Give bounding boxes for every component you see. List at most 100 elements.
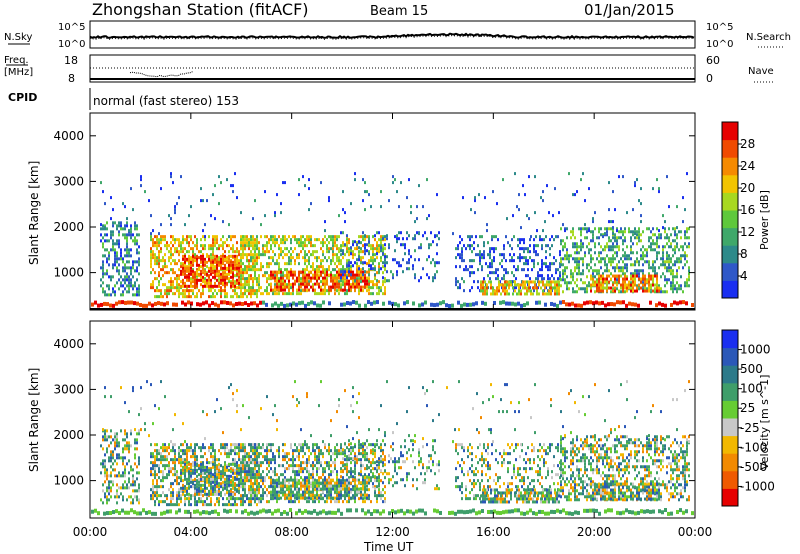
heatmap-cell xyxy=(550,301,553,306)
heatmap-cell xyxy=(494,292,496,296)
heatmap-cell xyxy=(484,280,486,284)
heatmap-cell xyxy=(386,237,388,241)
heatmap-cell xyxy=(298,292,300,296)
heatmap-cell xyxy=(459,286,461,290)
heatmap-cell xyxy=(481,235,483,239)
heatmap-cell xyxy=(222,446,224,450)
heatmap-cell xyxy=(276,241,278,245)
heatmap-cell xyxy=(490,280,492,284)
heatmap-cell xyxy=(246,283,248,287)
heatmap-cell xyxy=(250,235,252,239)
heatmap-cell xyxy=(672,269,674,273)
heatmap-cell xyxy=(686,227,688,231)
heatmap-cell xyxy=(517,238,519,242)
heatmap-cell xyxy=(278,256,280,260)
heatmap-cell xyxy=(136,290,138,294)
heatmap-cell xyxy=(666,175,668,179)
heatmap-cell xyxy=(274,509,277,514)
heatmap-cell xyxy=(634,274,636,278)
heatmap-cell xyxy=(650,230,652,234)
heatmap-cell xyxy=(102,447,104,451)
heatmap-cell xyxy=(182,263,184,267)
heatmap-cell xyxy=(236,446,238,450)
heatmap-cell xyxy=(286,276,288,280)
heatmap-cell xyxy=(334,244,336,248)
heatmap-cell xyxy=(368,264,370,268)
heatmap-cell xyxy=(471,265,473,269)
heatmap-cell xyxy=(198,500,200,504)
heatmap-cell xyxy=(250,295,252,299)
heatmap-cell xyxy=(336,270,338,274)
heatmap-cell xyxy=(674,263,676,267)
heatmap-cell xyxy=(340,249,342,253)
heatmap-cell xyxy=(564,229,566,233)
heatmap-cell xyxy=(120,254,122,258)
heatmap-cell xyxy=(118,495,120,499)
heatmap-cell xyxy=(400,231,402,235)
heatmap-cell xyxy=(622,254,624,258)
heatmap-cell xyxy=(158,253,160,257)
heatmap-cell xyxy=(218,259,220,263)
heatmap-cell xyxy=(300,289,302,293)
heatmap-cell xyxy=(330,247,332,251)
heatmap-cell xyxy=(354,178,356,182)
heatmap-cell xyxy=(596,280,598,284)
heatmap-cell xyxy=(140,184,142,188)
heatmap-cell xyxy=(289,508,292,513)
heatmap-cell xyxy=(272,235,274,239)
heatmap-cell xyxy=(202,247,204,251)
heatmap-cell xyxy=(280,250,282,254)
heatmap-cell xyxy=(630,230,632,234)
heatmap-cell xyxy=(652,263,654,267)
station-title: Zhongshan Station (fitACF) xyxy=(92,0,309,19)
heatmap-cell xyxy=(264,250,266,254)
heatmap-cell xyxy=(122,456,124,460)
heatmap-cell xyxy=(280,247,282,251)
heatmap-cell xyxy=(459,265,461,269)
heatmap-cell xyxy=(283,303,286,308)
heatmap-cell xyxy=(646,280,648,284)
heatmap-cell xyxy=(630,272,632,276)
heatmap-cell xyxy=(270,282,272,286)
heatmap-cell xyxy=(664,290,666,294)
heatmap-cell xyxy=(244,508,247,513)
heatmap-cell xyxy=(110,480,112,484)
heatmap-cell xyxy=(346,274,348,278)
heatmap-cell xyxy=(180,489,182,493)
heatmap-cell xyxy=(214,477,216,481)
heatmap-cell xyxy=(172,292,174,296)
heatmap-cell xyxy=(180,265,182,269)
heatmap-cell xyxy=(152,286,154,290)
heatmap-cell xyxy=(487,241,489,245)
heatmap-cell xyxy=(154,449,156,453)
heatmap-cell xyxy=(248,262,250,266)
heatmap-cell xyxy=(455,283,457,287)
heatmap-cell xyxy=(674,284,676,288)
heatmap-cell xyxy=(312,273,314,277)
heatmap-cell xyxy=(216,485,218,489)
heatmap-cell xyxy=(198,483,200,487)
heatmap-cell xyxy=(616,229,618,233)
heatmap-cell xyxy=(544,220,546,224)
heatmap-cell xyxy=(376,271,378,275)
heatmap-cell xyxy=(614,208,616,212)
heatmap-cell xyxy=(116,453,118,457)
heatmap-cell xyxy=(668,205,670,209)
heatmap-cell xyxy=(126,486,128,490)
heatmap-cell xyxy=(595,508,598,513)
heatmap-cell xyxy=(362,238,364,242)
heatmap-cell xyxy=(106,293,108,297)
heatmap-cell xyxy=(614,280,616,284)
heatmap-cell xyxy=(644,289,646,293)
heatmap-cell xyxy=(164,458,166,462)
heatmap-cell xyxy=(112,303,115,308)
heatmap-cell xyxy=(586,263,588,267)
heatmap-cell xyxy=(642,251,644,255)
heatmap-cell xyxy=(676,272,678,276)
heatmap-cell xyxy=(162,476,164,480)
heatmap-cell xyxy=(501,265,503,269)
heatmap-cell xyxy=(124,444,126,448)
heatmap-cell xyxy=(246,280,248,284)
heatmap-cell xyxy=(506,283,508,287)
heatmap-cell xyxy=(358,258,360,262)
